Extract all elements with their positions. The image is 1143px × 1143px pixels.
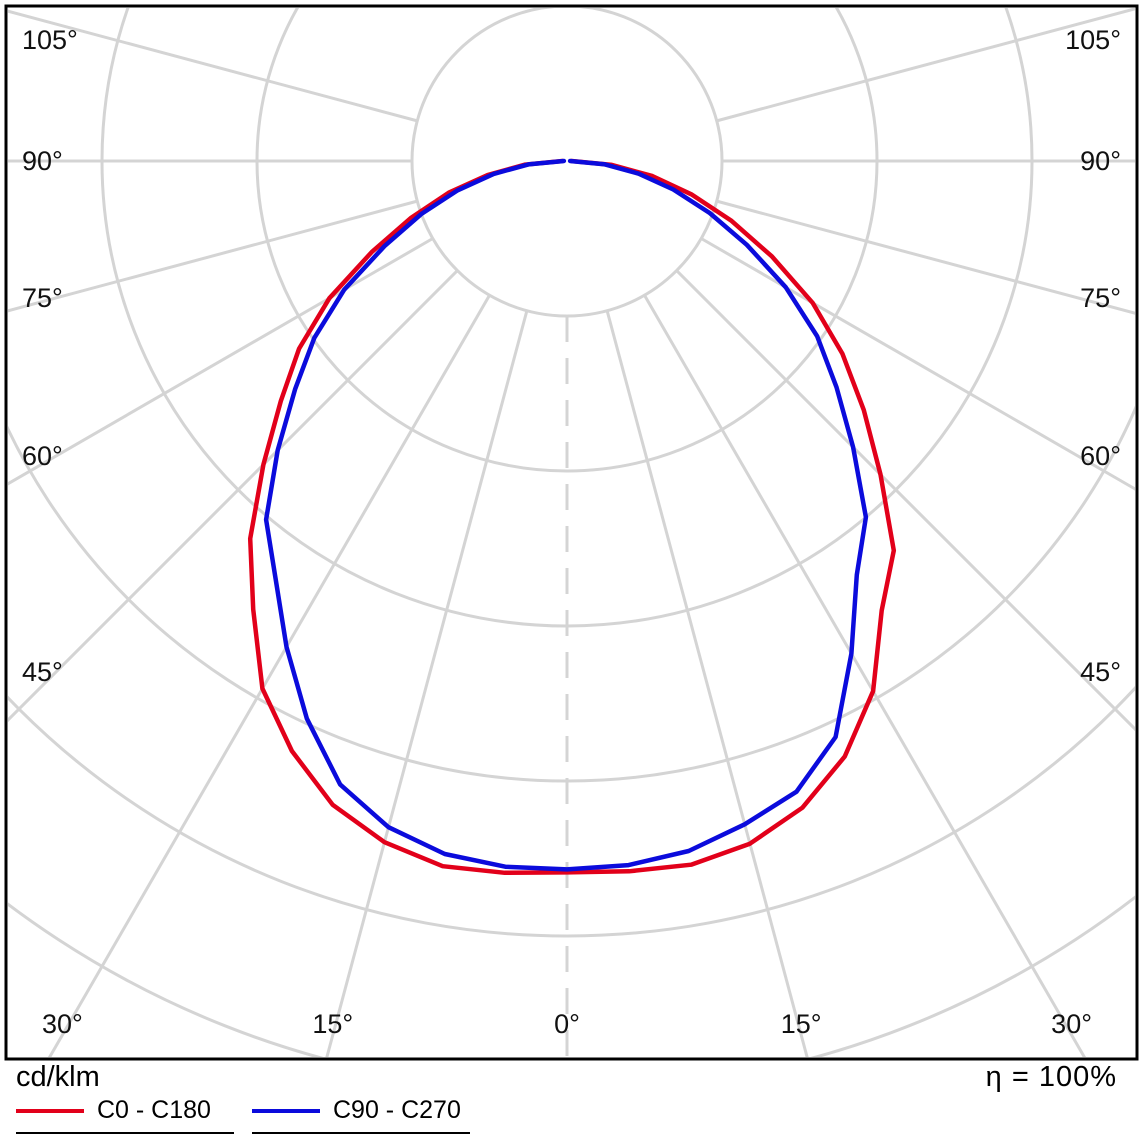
legend-label-c90-c270: C90 - C270 [333,1096,461,1124]
angle-label: 0° [554,1009,580,1039]
units-label: cd/klm [16,1061,100,1093]
angle-label: 15° [312,1009,353,1039]
angle-label: 90° [22,146,63,176]
grid-spoke [47,294,491,1057]
grid-spoke [716,8,1135,123]
angle-label: 105° [1065,25,1121,55]
grid-ring [8,685,1135,938]
angle-label: 15° [781,1009,822,1039]
grid-spoke [8,237,434,486]
angle-label: 60° [1080,441,1121,471]
legend-label-c0-c180: C0 - C180 [97,1096,211,1124]
chart-border [4,4,1139,1061]
footer-top-row: cd/klm η = 100% [6,1061,1137,1094]
angle-label: 75° [22,283,63,313]
grid-spoke [716,199,1135,315]
grid-spoke [700,237,1135,491]
angle-label: 45° [1080,657,1121,687]
angle-label: 30° [1051,1009,1092,1039]
legend-item-c0-c180: C0 - C180 [16,1096,234,1134]
grid-ring [410,8,724,318]
angle-label: 45° [22,657,63,687]
chart-footer: cd/klm η = 100% C0 - C180 C90 - C270 [6,1061,1137,1134]
legend-item-c90-c270: C90 - C270 [252,1096,470,1134]
grid-spoke [605,310,809,1057]
grid-spoke [643,294,1087,1057]
legend: C0 - C180 C90 - C270 [6,1096,1137,1134]
legend-line-blue [252,1108,320,1113]
efficiency-value: η = 100% [985,1061,1117,1093]
curve-c90-c270 [263,158,869,872]
grid-spoke [8,9,418,123]
grid-spoke [8,199,418,313]
legend-line-red [16,1108,84,1113]
angle-label: 30° [42,1009,83,1039]
angle-label: 60° [22,441,63,471]
grid-ring [8,895,1135,1057]
grid-spoke [325,310,529,1057]
angle-label: 90° [1080,146,1121,176]
grid-spoke [675,269,1135,732]
angle-label: 75° [1080,283,1121,313]
curve-c0-c180 [247,158,897,876]
angle-label: 105° [22,25,78,55]
grid-spoke [8,269,459,723]
